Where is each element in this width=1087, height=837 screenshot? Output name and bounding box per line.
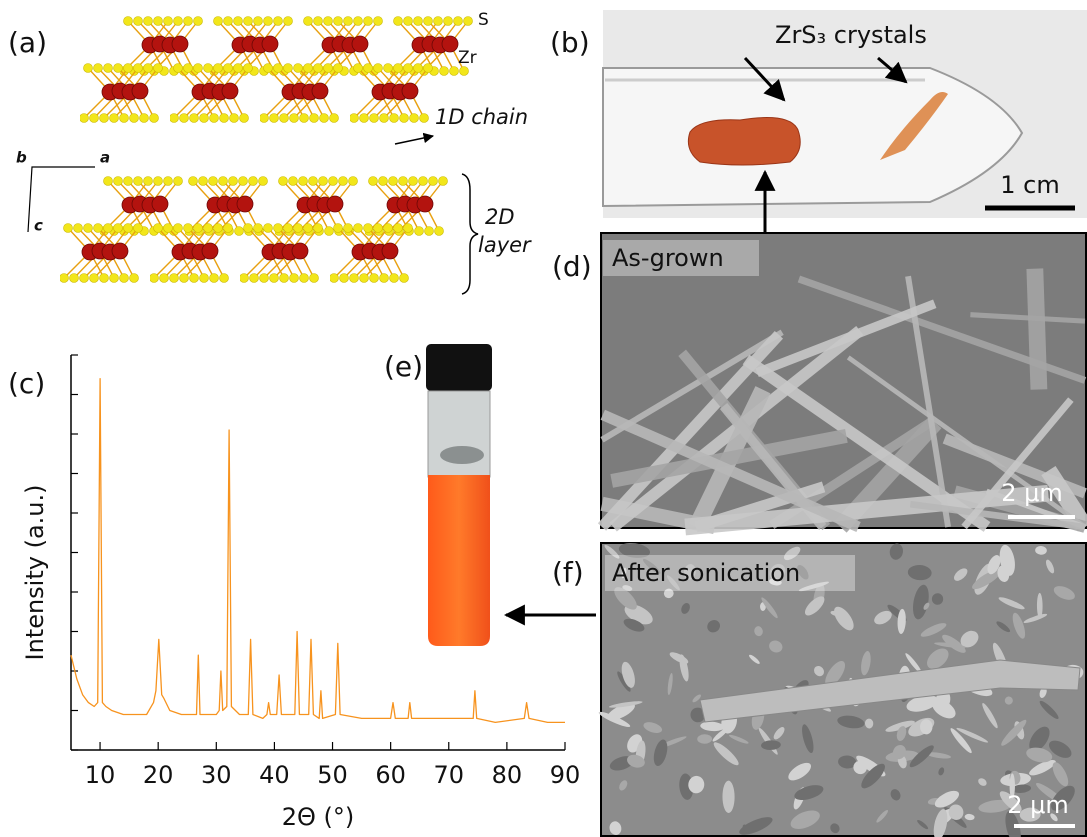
x-tick-label: 90 <box>550 761 581 789</box>
x-tick-label: 30 <box>201 761 232 789</box>
panel-label: (c) <box>8 367 45 400</box>
fiber <box>1035 269 1039 390</box>
x-tick-label: 80 <box>492 761 523 789</box>
atom-label: Zr <box>458 48 477 68</box>
panel-label: (a) <box>8 26 47 59</box>
y-axis-label: Intensity (a.u.) <box>21 485 49 661</box>
scale-label: 1 cm <box>1000 171 1059 199</box>
panel-label: (e) <box>384 350 423 383</box>
scale-label: 2 μm <box>1001 479 1063 507</box>
annotation: 1D chain <box>435 105 528 129</box>
axis-label: a <box>100 149 110 167</box>
atom-label: S <box>478 10 489 30</box>
figure: (a) S Zr 1D chain b a c 2D layer (b) ZrS… <box>0 0 1087 837</box>
axis-label: c <box>34 217 43 235</box>
vial-residue <box>440 446 484 464</box>
caption: ZrS₃ crystals <box>775 21 927 49</box>
caption: After sonication <box>612 559 800 587</box>
crystal-structure <box>60 17 473 283</box>
x-tick-label: 70 <box>433 761 464 789</box>
crystal <box>688 118 800 165</box>
x-tick-label: 60 <box>375 761 406 789</box>
annotation: layer <box>478 233 532 257</box>
flake <box>920 719 932 734</box>
vial-liquid <box>428 475 490 646</box>
vial-cap <box>426 344 492 391</box>
layer-brace <box>462 174 478 294</box>
panel-label: (b) <box>550 26 590 59</box>
caption: As-grown <box>612 244 724 272</box>
vial-glass <box>428 391 490 477</box>
x-tick-label: 40 <box>259 761 290 789</box>
scale-label: 2 μm <box>1007 791 1069 819</box>
panel-label: (d) <box>552 250 592 283</box>
x-tick-label: 10 <box>85 761 116 789</box>
x-axis-label: 2Θ (°) <box>282 803 355 831</box>
panel-label: (f) <box>552 556 584 589</box>
chain-arrow <box>395 136 433 144</box>
annotation: 2D <box>485 205 515 229</box>
ampoule <box>603 68 1022 206</box>
xrd-chart: 10 20 30 40 50 60 70 80 90 2Θ (°) Intensity (a.u.) <box>21 355 580 831</box>
x-tick-label: 20 <box>143 761 174 789</box>
xrd-pattern <box>71 379 565 723</box>
x-tick-label: 50 <box>317 761 348 789</box>
axis-label: b <box>16 149 27 167</box>
